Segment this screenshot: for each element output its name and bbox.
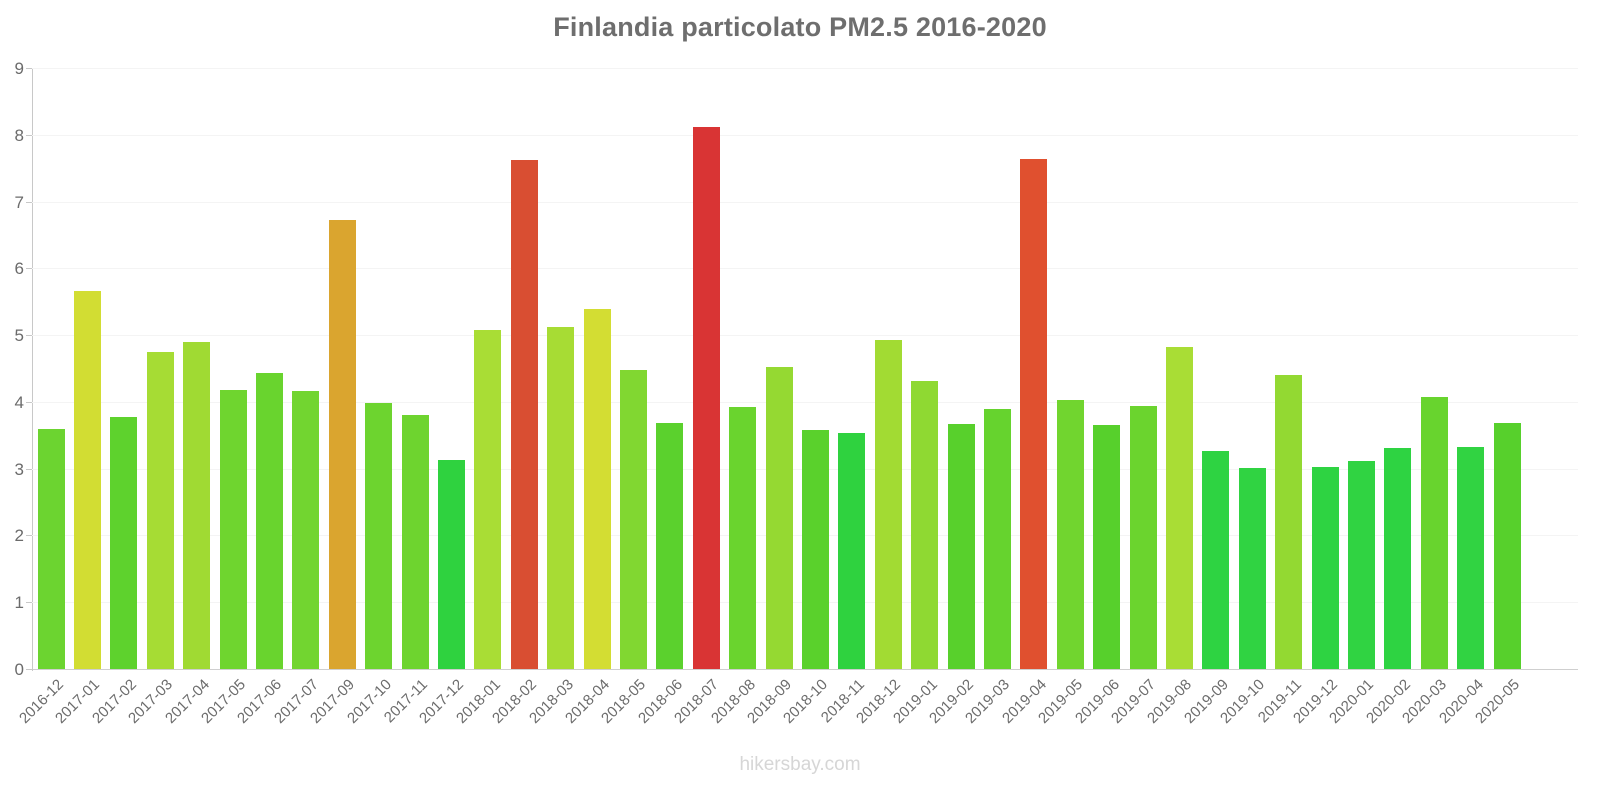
bar[interactable]	[510, 160, 538, 669]
bar[interactable]	[1129, 405, 1157, 669]
bar[interactable]	[437, 460, 465, 669]
y-axis-tick-label: 0	[14, 660, 24, 679]
y-axis-tick-label: 9	[14, 59, 24, 78]
y-axis-tick-label: 5	[14, 326, 24, 346]
bar[interactable]	[37, 428, 65, 669]
bar[interactable]	[1493, 423, 1521, 669]
gridline	[32, 268, 1578, 270]
bar[interactable]	[183, 341, 211, 669]
bar[interactable]	[947, 423, 975, 669]
bar[interactable]	[146, 352, 174, 669]
gridline	[32, 201, 1578, 203]
y-axis-tick-mark	[26, 68, 33, 69]
plot-area	[32, 68, 1578, 669]
bar[interactable]	[1056, 399, 1084, 669]
y-axis-tick-label: 8	[14, 125, 24, 145]
bar[interactable]	[1311, 466, 1339, 669]
y-axis-tick-mark	[26, 201, 33, 203]
chart-title: Finlandia particolato PM2.5 2016-2020	[553, 12, 1047, 42]
y-axis-tick-mark	[26, 268, 33, 270]
y-axis-tick-mark	[26, 401, 33, 403]
bar[interactable]	[328, 219, 356, 669]
bar[interactable]	[1020, 158, 1048, 669]
bar[interactable]	[1457, 446, 1485, 669]
bar[interactable]	[1420, 397, 1448, 669]
bar[interactable]	[874, 340, 902, 669]
bar[interactable]	[656, 422, 684, 669]
y-axis-tick-mark	[26, 602, 33, 604]
bar[interactable]	[365, 403, 393, 669]
bar[interactable]	[619, 369, 647, 669]
bar[interactable]	[219, 389, 247, 669]
y-axis-tick-mark	[26, 535, 33, 537]
bar[interactable]	[1165, 347, 1193, 669]
y-axis-tick-label: 1	[14, 593, 24, 613]
bar[interactable]	[729, 407, 757, 669]
bar[interactable]	[474, 329, 502, 669]
bar[interactable]	[692, 126, 720, 669]
bar[interactable]	[1384, 447, 1412, 669]
y-axis-tick-mark	[26, 134, 33, 136]
gridline	[32, 134, 1578, 136]
x-axis-line	[32, 669, 1578, 670]
bar[interactable]	[73, 291, 101, 669]
y-axis-tick-label: 4	[14, 392, 24, 412]
y-axis-tick-mark	[26, 468, 33, 470]
bar[interactable]	[583, 309, 611, 669]
bar[interactable]	[1238, 468, 1266, 669]
bar[interactable]	[838, 432, 866, 669]
bar[interactable]	[401, 415, 429, 669]
bar[interactable]	[1093, 424, 1121, 669]
bar[interactable]	[911, 381, 939, 669]
bar[interactable]	[292, 391, 320, 669]
bar[interactable]	[765, 367, 793, 669]
y-axis-tick-label: 2	[14, 526, 24, 546]
bar[interactable]	[547, 327, 575, 669]
y-axis-tick-label: 3	[14, 459, 24, 479]
bar[interactable]	[801, 429, 829, 669]
gridline	[32, 335, 1578, 337]
gridline	[32, 68, 1578, 69]
bar[interactable]	[1347, 461, 1375, 669]
bar[interactable]	[255, 373, 283, 669]
bar[interactable]	[1202, 450, 1230, 669]
bar[interactable]	[983, 409, 1011, 669]
y-axis-line	[32, 68, 33, 671]
y-axis-tick-label: 6	[14, 259, 24, 279]
y-axis-tick-mark	[26, 669, 33, 670]
bar[interactable]	[1275, 374, 1303, 669]
watermark-label: hikersbay.com	[739, 754, 861, 775]
bar[interactable]	[110, 416, 138, 669]
y-axis-tick-mark	[26, 335, 33, 337]
y-axis-tick-label: 7	[14, 192, 24, 212]
gridline	[32, 401, 1578, 403]
